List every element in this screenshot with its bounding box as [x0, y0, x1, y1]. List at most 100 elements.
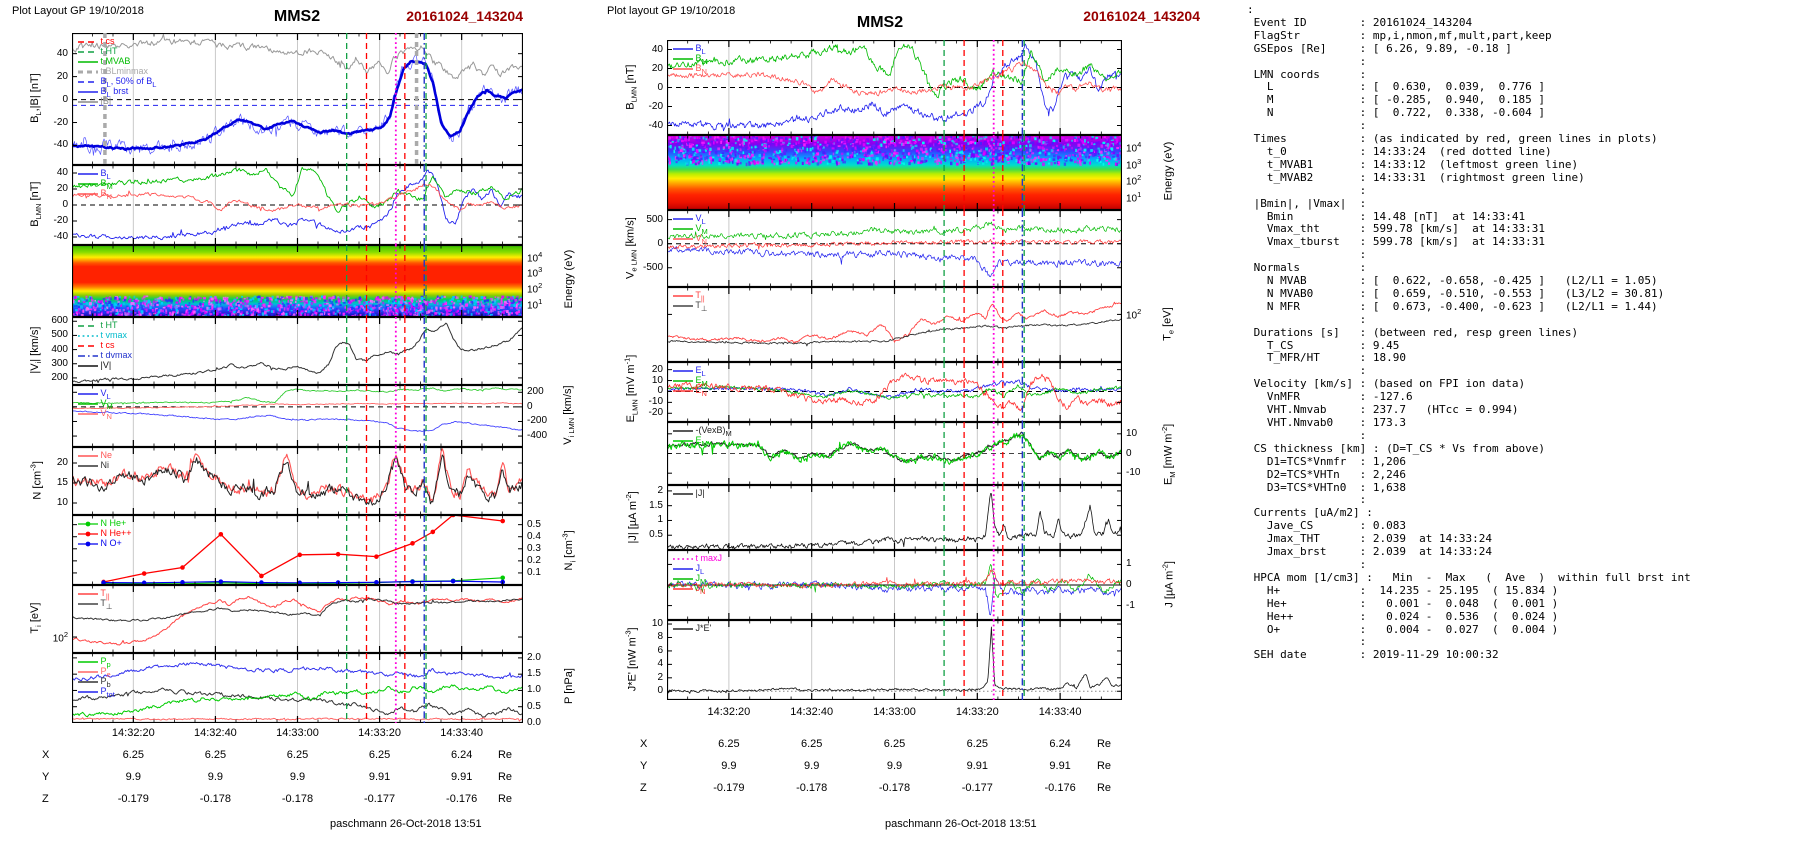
y-tick-label: -20 [53, 215, 68, 226]
position-value: 6.25 [966, 738, 988, 750]
series-B_N [72, 183, 523, 212]
series-Te_perp [667, 318, 1122, 347]
position-unit: Re [1096, 782, 1112, 794]
series-B_M [667, 43, 1122, 99]
legend-label: |V| [100, 360, 112, 370]
y-axis-label: BLMN [nT] [623, 64, 639, 110]
legend-label: BN [695, 63, 707, 76]
legend-label: T|| [695, 290, 705, 303]
position-unit: Re [497, 749, 513, 761]
legend-label: t dvmax [100, 350, 133, 360]
right-tick-label: 1.5 [527, 668, 541, 680]
y-axis-label: J*E' [nW m-3] [623, 627, 639, 692]
position-value: -0.178 [281, 793, 314, 805]
right-axis-label: Ni [cm-3] [560, 530, 578, 571]
right-tick-label: 104 [1126, 140, 1142, 155]
panel-plot-area [72, 447, 523, 515]
y-tick-label: 8 [657, 631, 663, 643]
legend-label: |B| [100, 96, 112, 106]
legend-label: VN [695, 233, 707, 246]
legend-label: T|| [100, 588, 110, 601]
legend-label: BL [695, 43, 706, 56]
right-tick-label: 103 [527, 265, 543, 280]
right-tick-label: 0.5 [527, 518, 541, 530]
series-P_tot [72, 662, 523, 682]
plot-layout-label-left: Plot Layout GP 19/10/2018 [12, 5, 144, 17]
legend-entry: t HT [78, 320, 118, 330]
y-tick-label: 20 [56, 183, 68, 194]
position-value: -0.178 [878, 782, 911, 794]
y-tick-label: -20 [53, 116, 68, 128]
figure-middle-panel-4 [667, 362, 1122, 422]
right-tick-label: 102 [527, 281, 543, 296]
figure-middle-panel-2 [667, 210, 1122, 287]
figure-left-panel-7 [72, 585, 523, 653]
right-tick-label: 0.4 [527, 530, 541, 542]
y-tick-label: 2 [657, 671, 663, 683]
y-tick-label: 0 [657, 385, 663, 397]
legend-entry: EL [673, 365, 706, 379]
y-tick-label: 40 [56, 167, 68, 178]
legend-label: EM [695, 435, 708, 448]
legend-label: BL [100, 168, 111, 181]
figure-left-panel-2 [72, 245, 523, 317]
legend-entry: J*E' [673, 623, 711, 633]
series-J_L [667, 577, 1122, 616]
legend-label: t HT [100, 320, 118, 330]
legend-label: BL brst [100, 86, 129, 99]
position-value: 9.9 [804, 760, 820, 772]
legend-label: T⊥ [100, 598, 113, 611]
right-axis-label: P [nPa] [563, 668, 575, 704]
legend-entry: T|| [673, 290, 705, 304]
legend-entry: -(VexB)M [673, 425, 732, 439]
position-unit: Re [1096, 760, 1112, 772]
position-value: 9.91 [966, 760, 988, 772]
y-tick-label: 0.5 [649, 529, 663, 541]
legend-entry: t dvmax [78, 350, 132, 360]
right-tick-label: 0.5 [527, 700, 541, 712]
legend-entry: Ptot [78, 686, 115, 700]
figure-middle-panel-3 [667, 287, 1122, 362]
series-B_L [667, 43, 1122, 132]
figure-middle-panel-8 [667, 620, 1122, 700]
position-value: 6.25 [368, 749, 391, 761]
series-V_N [72, 402, 523, 410]
figure-left-panel-1 [72, 165, 523, 245]
position-value: 9.91 [1049, 760, 1071, 772]
right-axis-label: Vi LMN [km/s] [561, 385, 577, 445]
legend-label: t maxJ [695, 553, 723, 563]
series-Ni [72, 454, 523, 506]
legend-label: EN [695, 385, 707, 398]
right-tick-label: 104 [527, 249, 543, 264]
legend-entry: BM [673, 53, 708, 67]
series-P_p [72, 684, 523, 718]
right-tick-label: 101 [1126, 189, 1142, 204]
series-Ve_L [667, 246, 1122, 278]
electron-energy-spectrogram [667, 135, 1122, 210]
panel-plot-area [72, 653, 523, 723]
position-value: 6.24 [450, 749, 473, 761]
legend-label: t cs [100, 36, 115, 46]
legend-entry: t cs [78, 36, 115, 46]
right-axis-label: Energy (eV) [563, 249, 575, 309]
panel-plot-area [667, 40, 1122, 135]
right-tick-label: 102 [1126, 173, 1142, 188]
series-BL_smooth [72, 59, 523, 151]
y-axis-label: ELMN [mV m-1] [622, 354, 640, 423]
panel-plot-area [667, 620, 1122, 700]
figure-title-left: MMS2 [273, 8, 321, 25]
legend-entry: BN [673, 63, 707, 77]
position-value: -0.176 [446, 793, 478, 805]
time-tick-label: 14:33:00 [276, 727, 319, 739]
right-tick-label: 101 [527, 297, 543, 312]
legend-label: EL [695, 365, 706, 378]
y-tick-label: 500 [646, 213, 663, 225]
panel-plot-area [72, 33, 523, 165]
y-tick-label: 20 [56, 70, 68, 82]
position-value: 9.9 [207, 771, 224, 783]
legend-label: Pb [100, 676, 111, 689]
time-tick-label: 14:33:00 [873, 706, 916, 718]
legend-entry: BM [78, 178, 113, 192]
series-Ve_M [667, 221, 1122, 241]
